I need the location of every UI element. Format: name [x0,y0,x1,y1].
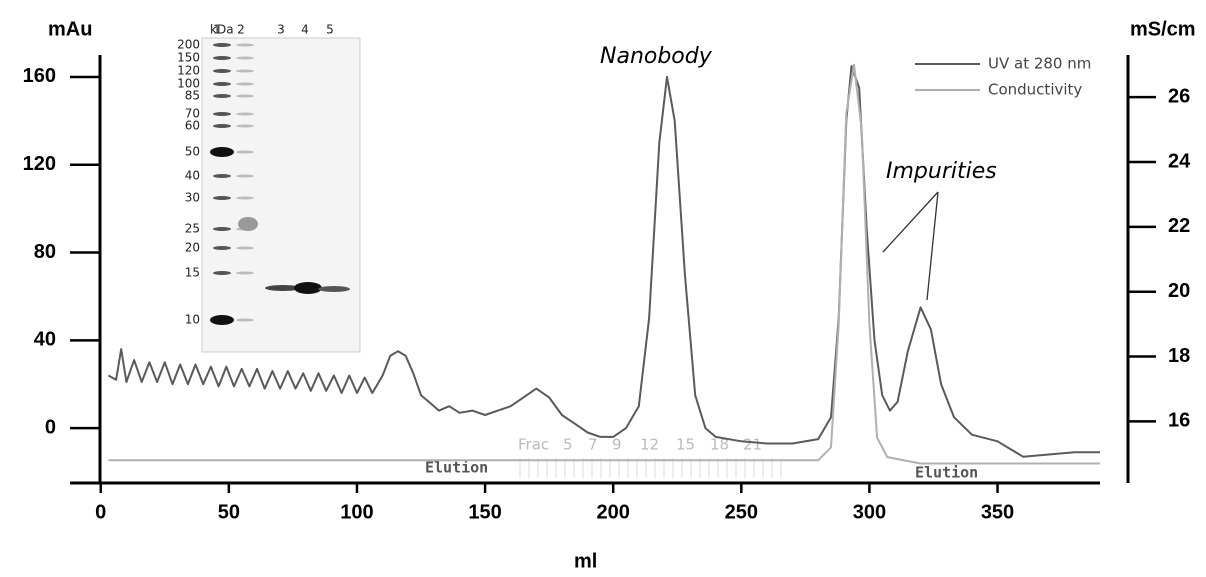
elution-label: Elution [425,459,488,477]
gel-marker-label: 15 [185,266,200,280]
gel-unit: kDa [210,23,234,37]
x-axis-label: ml [574,550,597,572]
y2-tick-label: 24 [1168,150,1191,172]
gel-lane-label: 2 [237,23,245,37]
peak-annotation: Nanobody [600,44,713,69]
gel-band [236,94,254,98]
gel-band [213,82,231,86]
gel-band [213,69,231,73]
gel-band [210,147,234,157]
gel-band [236,150,254,154]
gel-band [236,318,254,322]
fraction-label: 15 [676,436,695,454]
gel-band [318,286,350,292]
fraction-label: 7 [588,436,598,454]
y-tick-label: 160 [23,65,56,87]
y2-tick-label: 16 [1168,410,1190,432]
gel-band [213,56,231,60]
gel-band [236,112,254,116]
y-tick-label: 120 [23,153,56,175]
gel-marker-label: 120 [177,64,200,78]
y-axis-label: mAu [48,18,92,40]
annotation-pointer [882,191,939,253]
gel-marker-label: 25 [185,222,200,236]
x-tick-label: 350 [981,501,1014,523]
x-tick-label: 150 [468,501,501,523]
gel-marker-label: 200 [177,38,200,52]
gel-band [236,246,254,250]
legend-label: Conductivity [988,81,1082,99]
gel-marker-label: 20 [185,241,200,255]
gel-band [238,217,258,231]
gel-band [210,315,234,325]
gel-band [236,196,254,200]
fraction-label: 5 [563,436,573,454]
gel-marker-label: 30 [185,191,200,205]
y2-tick-label: 18 [1168,345,1190,367]
gel-band [236,69,254,73]
gel-band [213,271,231,275]
series-line [108,63,1100,465]
gel-marker-label: 40 [185,169,200,183]
gel-band [213,43,231,47]
legend-label: UV at 280 nm [988,55,1091,73]
gel-band [236,124,254,128]
x-tick-label: 300 [853,501,886,523]
gel-marker-label: 60 [185,119,200,133]
fraction-label: 18 [710,436,729,454]
fraction-label: 21 [743,436,762,454]
gel-band [236,82,254,86]
peak-annotation: Impurities [886,159,997,184]
fraction-label: 12 [640,436,659,454]
gel-band [265,285,301,291]
gel-marker-label: 150 [177,51,200,65]
x-tick-label: 0 [95,501,106,523]
fraction-label: Frac [518,436,549,454]
gel-lane-label: 5 [326,23,334,37]
annotation-pointer [926,191,939,301]
gel-lane-label: 3 [277,23,285,37]
gel-band [213,227,231,231]
fraction-label: 9 [612,436,622,454]
elution-label: Elution [915,464,978,482]
gel-background [201,37,361,353]
gel-band [213,174,231,178]
y-tick-label: 0 [45,416,56,438]
gel-band [213,94,231,98]
gel-band [213,196,231,200]
gel-band [294,282,322,294]
gel-band [236,56,254,60]
gel-band [236,271,254,275]
y2-tick-label: 20 [1168,280,1190,302]
gel-band [213,124,231,128]
gel-marker-label: 100 [177,77,200,91]
gel-marker-label: 10 [185,313,200,327]
gel-band [213,112,231,116]
gel-band [236,43,254,47]
x-tick-label: 50 [218,501,240,523]
y2-tick-label: 26 [1168,85,1190,107]
gel-lane-label: 1 [213,23,221,37]
y-tick-label: 40 [34,329,56,351]
y2-axis-label: mS/cm [1130,18,1196,40]
gel-marker-label: 50 [185,145,200,159]
x-tick-label: 100 [340,501,373,523]
x-tick-label: 250 [725,501,758,523]
gel-lane-label: 4 [301,23,309,37]
gel-marker-label: 70 [185,107,200,121]
gel-band [213,246,231,250]
gel-band [236,174,254,178]
y2-tick-label: 22 [1168,215,1190,237]
y-tick-label: 80 [34,241,56,263]
gel-marker-label: 85 [185,89,200,103]
x-tick-label: 200 [596,501,629,523]
